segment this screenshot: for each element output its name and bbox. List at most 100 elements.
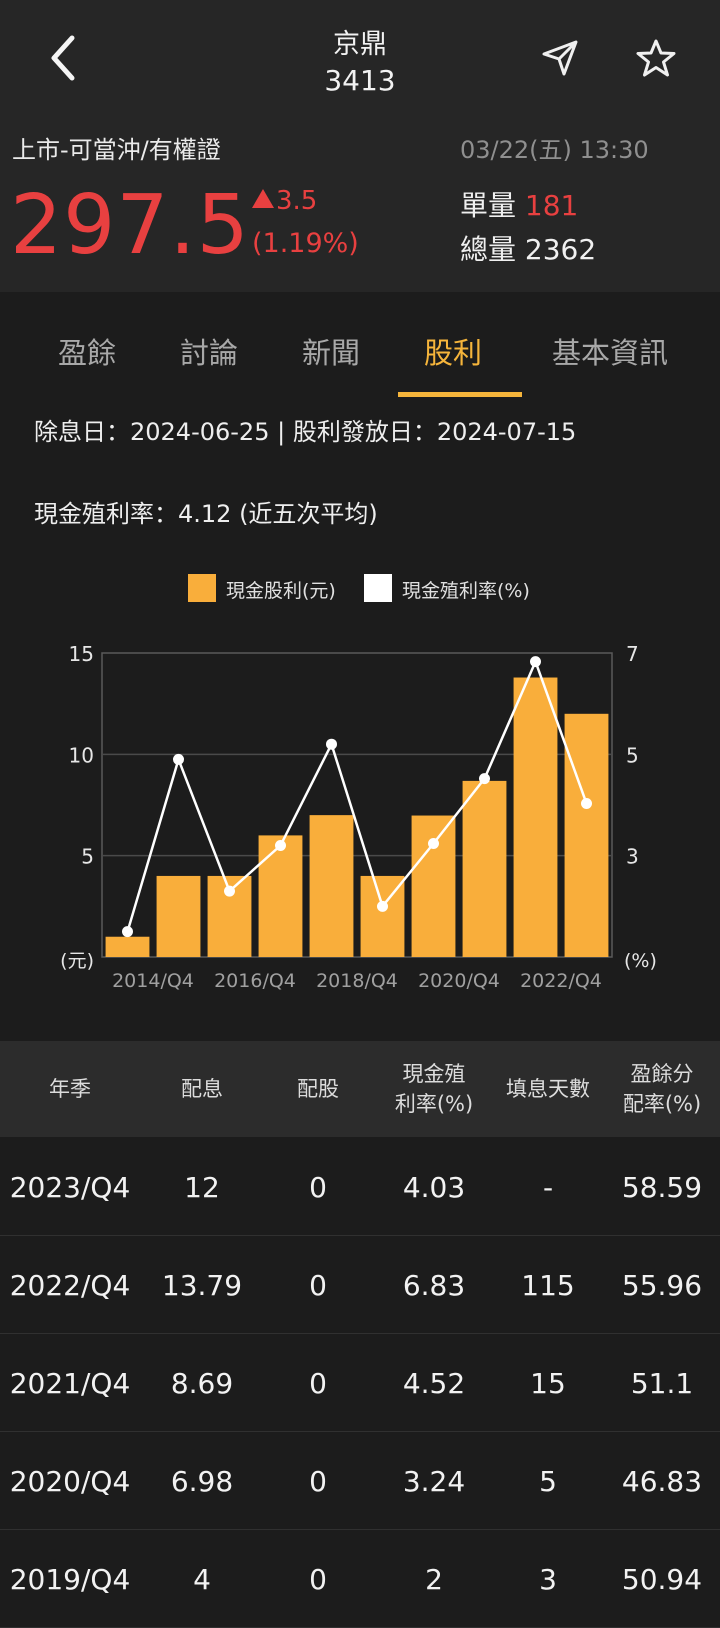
tab-earnings[interactable]: 盈餘	[58, 336, 117, 370]
dividend-bar	[462, 780, 507, 957]
table-row[interactable]: 2019/Q4 4 0 2 3 50.94	[0, 1529, 720, 1628]
price-change-pct: (1.19%)	[252, 228, 359, 259]
x-tick-label: 2014/Q4	[112, 970, 194, 992]
table-cell: 46.83	[621, 1465, 703, 1498]
table-cell: 15	[530, 1367, 566, 1400]
table-cell: 4.03	[402, 1171, 466, 1204]
left-axis-unit: (元)	[60, 950, 94, 972]
legend-swatch-dividend	[188, 574, 216, 602]
back-arrow-icon[interactable]	[44, 30, 84, 86]
table-cell: 2022/Q4	[9, 1269, 131, 1302]
dividend-bar	[309, 815, 354, 957]
yield-point	[428, 838, 439, 850]
yield-point	[173, 753, 184, 765]
right-axis-unit: (%)	[624, 950, 657, 972]
table-row[interactable]: 2020/Q4 6.98 0 3.24 5 46.83	[0, 1431, 720, 1530]
column-header: 配息	[181, 1077, 223, 1101]
column-header: 年季	[49, 1077, 91, 1101]
table-cell: 4.52	[402, 1367, 466, 1400]
table-cell: 8.69	[170, 1367, 234, 1400]
total-volume-label: 總量	[460, 233, 517, 266]
column-header: 配股	[297, 1077, 339, 1101]
table-row[interactable]: 2023/Q4 12 0 4.03 - 58.59	[0, 1137, 720, 1236]
dividend-bar	[411, 815, 456, 957]
tab-discussion[interactable]: 討論	[180, 336, 239, 370]
table-cell: 0	[309, 1367, 327, 1400]
table-cell: 115	[521, 1269, 575, 1302]
x-tick-label: 2020/Q4	[418, 970, 500, 992]
column-header: 現金殖 利率(%)	[394, 1062, 474, 1116]
stock-code: 3413	[324, 64, 396, 97]
share-send-icon[interactable]	[540, 38, 580, 78]
up-triangle-icon	[252, 189, 274, 208]
price-change: 3.5	[252, 186, 317, 216]
table-cell: 2020/Q4	[9, 1465, 131, 1498]
total-volume: 總量 2362	[460, 228, 596, 268]
right-tick-label: 5	[626, 743, 639, 767]
dividend-dates: 除息日：2024-06-25 | 股利發放日：2024-07-15	[34, 418, 577, 446]
plot-frame	[101, 652, 613, 958]
market-label: 上市-可當沖/有權證	[12, 136, 221, 164]
yield-point	[224, 885, 235, 897]
table-cell: 2023/Q4	[9, 1171, 131, 1204]
table-cell: 12	[184, 1171, 220, 1204]
table-cell: 5	[539, 1465, 557, 1498]
yield-line	[126, 658, 588, 933]
x-tick-label: 2022/Q4	[520, 970, 602, 992]
tab-basic-info[interactable]: 基本資訊	[552, 336, 669, 370]
table-cell: 0	[309, 1563, 327, 1596]
table-cell: 0	[309, 1269, 327, 1302]
table-cell: 0	[309, 1171, 327, 1204]
unit-volume-label: 單量	[460, 189, 517, 222]
dividend-bar	[258, 835, 303, 957]
x-tick-label: 2018/Q4	[316, 970, 398, 992]
yield-point	[581, 797, 592, 809]
left-tick-label: 15	[69, 642, 94, 666]
left-tick-label: 5	[81, 845, 94, 869]
table-cell: 4	[193, 1563, 211, 1596]
left-tick-label: 10	[69, 743, 94, 767]
price-change-value: 3.5	[276, 186, 318, 216]
table-cell: 2021/Q4	[9, 1367, 131, 1400]
favorite-star-icon[interactable]	[636, 38, 676, 78]
table-cell: 3.24	[402, 1465, 466, 1498]
quote-datetime: 03/22(五) 13:30	[460, 136, 649, 164]
table-row[interactable]: 2022/Q4 13.79 0 6.83 115 55.96	[0, 1235, 720, 1334]
table-cell: 55.96	[621, 1269, 703, 1302]
table-cell: 0	[309, 1465, 327, 1498]
dividend-bar	[105, 936, 150, 957]
table-row[interactable]: 2021/Q4 8.69 0 4.52 15 51.1	[0, 1333, 720, 1432]
tab-news[interactable]: 新聞	[302, 336, 361, 370]
column-header: 盈餘分 配率(%)	[622, 1062, 702, 1116]
tab-dividend[interactable]: 股利	[424, 336, 483, 370]
current-price: 297.5	[10, 178, 250, 273]
active-tab-indicator	[398, 392, 522, 397]
dividend-bar	[513, 677, 558, 957]
legend-swatch-yield	[364, 574, 392, 602]
legend-dividend: 現金股利(元)	[226, 580, 336, 602]
right-tick-label: 3	[626, 845, 639, 869]
yield-point	[479, 773, 490, 785]
unit-volume: 單量 181	[460, 184, 578, 224]
yield-point	[377, 900, 388, 912]
table-cell: 13.79	[161, 1269, 243, 1302]
table-header: 年季 配息 配股 現金殖 利率(%) 填息天數 盈餘分 配率(%)	[0, 1041, 720, 1137]
dividend-bar	[156, 875, 201, 957]
table-cell: 6.83	[402, 1269, 466, 1302]
unit-volume-value: 181	[524, 189, 579, 222]
yield-point	[326, 738, 337, 750]
stock-name: 京鼎	[333, 29, 387, 60]
stock-header: 京鼎 3413 上市-可當沖/有權證 03/22(五) 13:30 297.5 …	[0, 0, 720, 292]
column-header: 填息天數	[506, 1077, 590, 1101]
yield-point	[530, 656, 541, 668]
x-tick-label: 2016/Q4	[214, 970, 296, 992]
yield-point	[275, 840, 286, 852]
yield-point	[122, 926, 133, 938]
table-cell: -	[542, 1171, 554, 1204]
table-cell: 51.1	[630, 1367, 694, 1400]
average-yield: 現金殖利率：4.12 (近五次平均)	[34, 500, 378, 528]
total-volume-value: 2362	[524, 233, 597, 266]
legend-yield: 現金殖利率(%)	[402, 580, 530, 602]
table-cell: 2019/Q4	[9, 1563, 131, 1596]
table-cell: 3	[539, 1563, 557, 1596]
